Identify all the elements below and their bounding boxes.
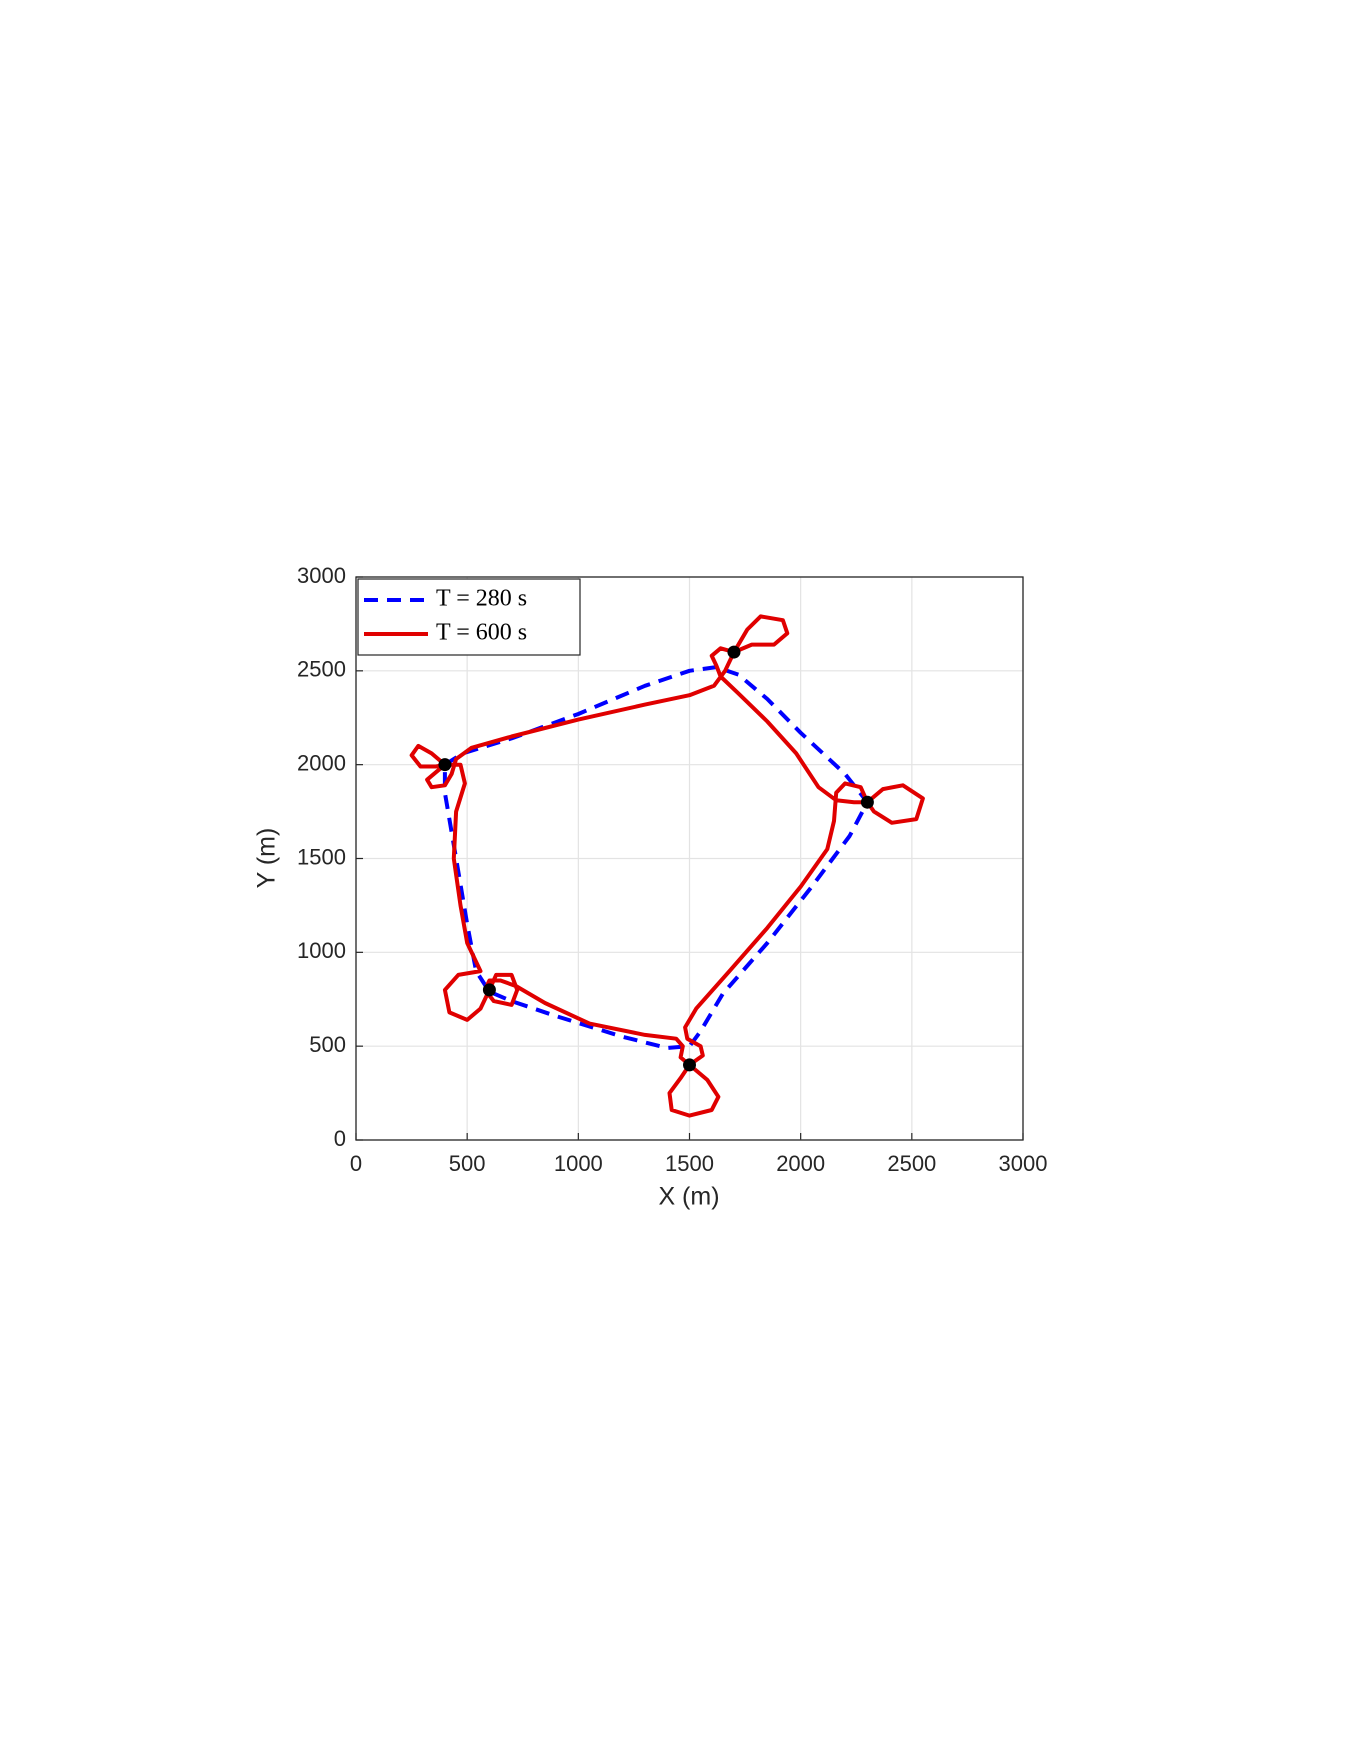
x-tick-label: 500 [449,1151,486,1176]
ground-node [860,795,874,809]
ground-node [683,1058,696,1072]
x-tick-label: 2500 [887,1151,936,1176]
y-tick-label: 3000 [297,563,346,588]
ground-node [482,983,496,997]
legend-label: T = 280 s [436,586,527,612]
x-tick-label: 0 [350,1151,362,1176]
x-tick-label: 3000 [999,1151,1048,1176]
y-axis-title: Y (m) [253,828,281,889]
x-tick-label: 2000 [776,1151,825,1176]
y-tick-label: 1000 [297,938,346,963]
y-tick-label: 2000 [297,750,346,775]
y-tick-label: 2500 [297,657,346,682]
ground-node [727,645,741,659]
ground-node [438,758,452,772]
y-tick-label: 500 [309,1032,346,1057]
trajectory [409,614,925,1118]
x-axis-title: X (m) [658,1183,719,1211]
x-tick-label: 1000 [554,1151,603,1176]
trajectory [442,665,870,1050]
plot-frame [355,576,1024,1141]
x-tick-label: 1500 [665,1151,714,1176]
y-tick-label: 0 [334,1126,346,1151]
legend-label: T = 600 s [436,620,527,646]
y-tick-label: 1500 [297,844,346,869]
legend-box [357,578,581,656]
